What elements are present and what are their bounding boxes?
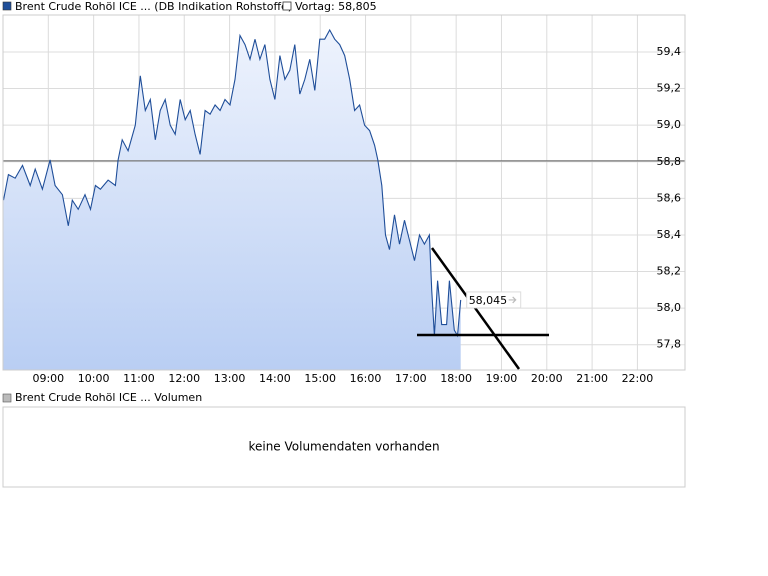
legend-label: Brent Crude Rohöl ICE ... (DB Indikation… [15,0,292,13]
legend-label: Vortag: 58,805 [295,0,377,13]
last-value-box [466,291,522,309]
volume-legend: Brent Crude Rohöl ICE ... Volumen [15,391,202,404]
x-tick-label: 10:00 [78,372,110,385]
x-tick-label: 11:00 [123,372,155,385]
x-tick-label: 13:00 [214,372,246,385]
area [3,30,461,370]
x-tick-label: 17:00 [395,372,427,385]
y-tick-label: 59,2 [657,82,682,95]
y-tick-label: 58,6 [657,191,682,204]
last-value-arrow [508,296,517,304]
y-tick-label: 59,0 [657,118,682,131]
legend-swatch [282,1,292,11]
last-value-label: 58,045 [469,294,508,307]
x-tick-label: 20:00 [531,372,563,385]
x-tick-label: 21:00 [576,372,608,385]
trend-line [430,247,521,370]
x-tick-label: 18:00 [440,372,472,385]
volume-message: keine Volumendaten vorhanden [248,440,439,454]
x-tick-label: 15:00 [304,372,336,385]
x-tick-label: 16:00 [350,372,382,385]
y-tick-label: 58,4 [657,228,682,241]
y-tick-label: 57,8 [657,338,682,351]
volume-panel [2,406,686,488]
x-tick-label: 09:00 [32,372,64,385]
y-tick-label: 58,0 [657,301,682,314]
legend-swatch [2,393,12,403]
plot-area [2,15,685,370]
y-tick-label: 58,8 [657,155,682,168]
y-tick-label: 58,2 [657,265,682,278]
x-tick-label: 12:00 [168,372,200,385]
legend-swatch [2,1,12,11]
x-tick-label: 22:00 [622,372,654,385]
plot-frame [2,14,686,371]
x-tick-label: 14:00 [259,372,291,385]
line [2,28,462,338]
x-tick-label: 19:00 [486,372,518,385]
y-tick-label: 59,4 [657,45,682,58]
